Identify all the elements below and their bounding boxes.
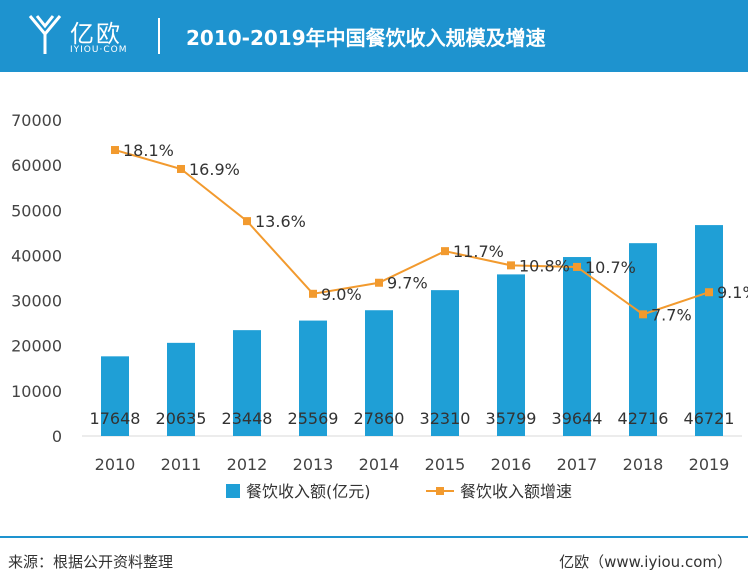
x-tick-label: 2012 [227, 455, 268, 474]
x-tick-label: 2017 [557, 455, 598, 474]
growth-value-label: 9.1% [717, 283, 748, 302]
growth-point [111, 146, 119, 155]
y-tick-label: 30000 [11, 292, 62, 311]
bar-value-label: 32310 [420, 409, 471, 428]
source-note: 来源：根据公开资料整理 [8, 553, 174, 571]
growth-point [375, 278, 383, 287]
bar-value-label: 42716 [618, 409, 669, 428]
growth-value-label: 7.7% [651, 305, 692, 324]
bar [629, 243, 657, 436]
bar-value-label: 35799 [486, 409, 537, 428]
y-tick-label: 40000 [11, 246, 62, 265]
combo-chart: 0 10000 20000 30000 40000 50000 60000 70000 1764… [11, 111, 748, 501]
bar [563, 257, 591, 436]
legend-bar-swatch [226, 484, 240, 498]
bar [101, 356, 129, 436]
growth-point [177, 164, 185, 173]
growth-point [705, 288, 713, 297]
bar [431, 290, 459, 436]
footer-divider [0, 536, 748, 538]
x-tick-label: 2010 [95, 455, 136, 474]
growth-value-label: 9.7% [387, 274, 428, 293]
growth-point [243, 217, 251, 226]
legend-line-marker [436, 487, 444, 495]
legend-line-label: 餐饮收入额增速 [460, 482, 572, 501]
bar-value-label: 27860 [354, 409, 405, 428]
y-tick-label: 60000 [11, 156, 62, 175]
y-tick-label: 0 [52, 427, 62, 446]
growth-value-label: 10.8% [519, 256, 570, 275]
header-divider [158, 18, 160, 54]
y-tick-label: 20000 [11, 337, 62, 356]
x-tick-label: 2014 [359, 455, 400, 474]
bar-value-label: 46721 [684, 409, 735, 428]
growth-value-label: 16.9% [189, 160, 240, 179]
growth-value-label: 13.6% [255, 212, 306, 231]
y-tick-label: 10000 [11, 382, 62, 401]
growth-value-label: 9.0% [321, 285, 362, 304]
growth-value-label: 11.7% [453, 242, 504, 261]
bar [299, 320, 327, 436]
yiou-logo-icon [28, 15, 62, 54]
header-banner: 亿欧 IYIOU·COM 2010-2019年中国餐饮收入规模及增速 [0, 0, 748, 72]
bar [365, 310, 393, 436]
growth-point [441, 247, 449, 256]
growth-value-label: 18.1% [123, 141, 174, 160]
chart-title: 2010-2019年中国餐饮收入规模及增速 [186, 26, 546, 50]
bar-value-label: 25569 [288, 409, 339, 428]
logo-name: 亿欧 [70, 20, 122, 48]
legend-bar-label: 餐饮收入额(亿元) [246, 482, 371, 501]
bar [497, 274, 525, 436]
site-credit: 亿欧（www.iyiou.com） [559, 553, 732, 571]
bar-value-label: 20635 [156, 409, 207, 428]
bar-value-label: 39644 [552, 409, 603, 428]
y-tick-label: 50000 [11, 201, 62, 220]
bar [233, 330, 261, 436]
bar-value-label: 17648 [90, 409, 141, 428]
growth-line [114, 149, 710, 316]
bar [695, 225, 723, 436]
growth-point [639, 310, 647, 319]
x-tick-label: 2016 [491, 455, 532, 474]
growth-value-label: 10.7% [585, 258, 636, 277]
x-tick-label: 2018 [623, 455, 664, 474]
x-tick-label: 2011 [161, 455, 202, 474]
growth-point [573, 262, 581, 271]
x-tick-label: 2013 [293, 455, 334, 474]
bar-value-label: 23448 [222, 409, 273, 428]
y-tick-label: 70000 [11, 111, 62, 130]
growth-point [507, 261, 515, 270]
bar [167, 342, 195, 436]
x-tick-label: 2015 [425, 455, 466, 474]
growth-point [309, 289, 317, 298]
x-tick-label: 2019 [689, 455, 730, 474]
logo-domain: IYIOU·COM [70, 45, 128, 55]
